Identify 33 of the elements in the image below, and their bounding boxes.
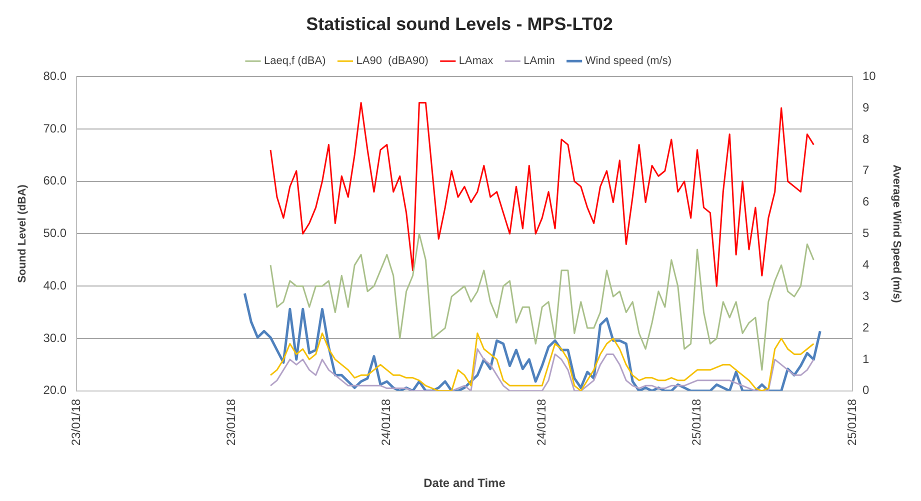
chart-title: Statistical sound Levels - MPS-LT02 (306, 14, 613, 34)
y2-tick-label: 4 (862, 257, 870, 272)
x-axis-title: Date and Time (424, 476, 506, 490)
y2-tick-label: 6 (862, 194, 870, 209)
y2-tick-label: 0 (862, 383, 870, 398)
x-tick-label: 24/01/18 (534, 398, 548, 446)
y-tick-label: 70.0 (43, 121, 67, 136)
legend-label: LAmax (458, 55, 494, 68)
y2-tick-label: 10 (862, 68, 876, 83)
y2-tick-label: 2 (862, 320, 870, 334)
legend-label: Laeq,f (dBA) (264, 55, 326, 68)
legend-label: LA90 (dBA90) (356, 55, 428, 68)
y2-tick-label: 5 (862, 226, 870, 240)
y2-tick-label: 7 (862, 163, 870, 178)
legend-label: LAmin (524, 55, 555, 68)
y-axis-title: Sound Level (dBA) (16, 184, 29, 283)
y2-tick-label: 3 (862, 288, 870, 303)
x-tick-label: 23/01/18 (224, 398, 238, 446)
y-tick-label: 30.0 (43, 330, 67, 345)
y-tick-label: 20.0 (43, 383, 67, 398)
y2-tick-label: 1 (862, 352, 870, 366)
x-tick-label: 23/01/18 (68, 398, 83, 446)
legend-label: Wind speed (m/s) (585, 55, 672, 68)
y-tick-label: 80.0 (43, 68, 67, 83)
y2-axis-title: Average Wind Speed (m/s) (890, 164, 902, 304)
y-tick-label: 50.0 (43, 226, 67, 240)
x-tick-label: 25/01/18 (844, 398, 859, 446)
x-tick-label: 24/01/18 (379, 398, 394, 446)
x-tick-label: 25/01/18 (690, 398, 704, 446)
y2-tick-label: 9 (862, 100, 870, 114)
y-tick-label: 60.0 (43, 174, 67, 188)
y2-tick-label: 8 (862, 132, 870, 146)
y-tick-label: 40.0 (43, 278, 67, 292)
